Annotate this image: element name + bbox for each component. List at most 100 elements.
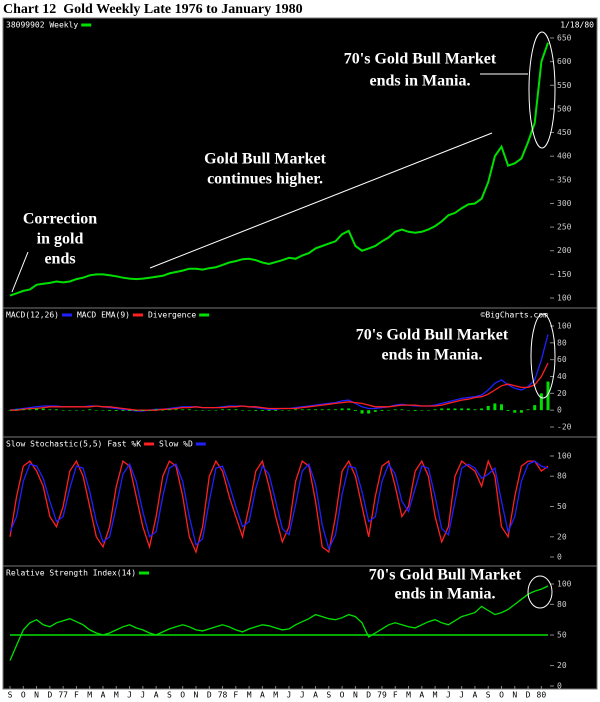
divergence-bar	[486, 405, 490, 411]
y-tick-label: 40	[557, 372, 567, 381]
x-tick-label: O	[21, 691, 26, 700]
divergence-bar	[400, 409, 404, 411]
x-tick-label: 79	[377, 691, 387, 700]
divergence-bar	[221, 409, 225, 411]
divergence-bar	[340, 408, 344, 411]
y-tick-label: -20	[557, 423, 572, 432]
x-tick-label: N	[512, 691, 517, 700]
annotation: Correction	[23, 211, 97, 228]
divergence-bar	[466, 408, 470, 411]
divergence-bar	[207, 410, 211, 411]
y-tick-label: 650	[557, 34, 572, 43]
x-tick-label: N	[353, 691, 358, 700]
divergence-bar	[254, 410, 258, 412]
x-tick-label: A	[473, 691, 478, 700]
series-line	[10, 362, 549, 411]
divergence-bar	[353, 410, 357, 412]
divergence-bar	[108, 410, 112, 412]
y-tick-label: 500	[557, 104, 572, 113]
divergence-bar	[41, 408, 45, 411]
divergence-bar	[28, 409, 32, 411]
x-tick-label: A	[101, 691, 106, 700]
divergence-bar	[201, 410, 205, 411]
divergence-bar	[234, 409, 238, 411]
divergence-bar	[433, 409, 437, 411]
x-tick-label: O	[340, 691, 345, 700]
divergence-bar	[141, 410, 145, 412]
divergence-bar	[519, 410, 523, 413]
y-tick-label: 20	[557, 389, 567, 398]
x-tick-label: J	[127, 691, 132, 700]
annotation-line	[11, 251, 29, 293]
y-tick-label: 80	[557, 472, 567, 481]
annotation-ellipse	[528, 31, 556, 149]
divergence-bar	[147, 410, 151, 411]
divergence-bar	[314, 409, 318, 411]
divergence-bar	[500, 404, 504, 411]
x-tick-label: S	[8, 691, 13, 700]
x-tick-label: M	[433, 691, 438, 700]
divergence-bar	[35, 408, 39, 411]
series-line	[9, 42, 549, 297]
annotation: ends in Mania.	[370, 73, 471, 90]
divergence-bar	[187, 409, 191, 411]
x-tick-label: O	[180, 691, 185, 700]
panel-background	[2, 565, 598, 690]
x-tick-label: D	[207, 691, 212, 700]
x-tick-label: M	[273, 691, 278, 700]
x-tick-label: D	[47, 691, 52, 700]
x-tick-label: D	[366, 691, 371, 700]
y-tick-label: 50	[557, 631, 567, 640]
divergence-bar	[94, 410, 98, 411]
divergence-bar	[387, 410, 391, 411]
y-tick-label: 200	[557, 246, 572, 255]
x-tick-label: 78	[218, 691, 228, 700]
divergence-bar	[327, 409, 331, 411]
divergence-bar	[280, 410, 284, 411]
y-tick-label: 0	[557, 406, 562, 415]
divergence-bar	[393, 409, 397, 411]
x-tick-label: 80	[537, 691, 547, 700]
divergence-bar	[460, 408, 464, 411]
annotation: in gold	[37, 231, 84, 248]
divergence-bar	[526, 409, 530, 411]
x-tick-label: F	[74, 691, 79, 700]
series-line	[9, 585, 549, 661]
x-tick-label: J	[300, 691, 305, 700]
x-tick-label: M	[87, 691, 92, 700]
x-tick-label: N	[34, 691, 39, 700]
y-tick-label: 100	[557, 322, 572, 331]
divergence-bar	[21, 409, 25, 411]
divergence-bar	[307, 409, 311, 411]
panel-background	[2, 17, 598, 309]
panel-title: Slow Stochastic(5,5)	[6, 440, 102, 449]
x-tick-label: S	[167, 691, 172, 700]
y-tick-label: 20	[557, 532, 567, 541]
legend-label: Divergence	[148, 311, 196, 320]
x-tick-label: M	[406, 691, 411, 700]
divergence-bar	[513, 410, 517, 413]
divergence-bar	[240, 410, 244, 411]
divergence-bar	[440, 408, 444, 411]
legend-label: Slow %D	[159, 440, 193, 449]
annotation: 70's Gold Bull Market	[369, 567, 522, 584]
divergence-bar	[167, 409, 171, 411]
annotation: ends	[44, 251, 75, 268]
divergence-bar	[506, 410, 510, 412]
divergence-bar	[407, 410, 411, 411]
divergence-bar	[446, 408, 450, 411]
divergence-bar	[373, 410, 377, 412]
divergence-bar	[247, 410, 251, 411]
divergence-bar	[174, 409, 178, 411]
divergence-bar	[227, 409, 231, 411]
divergence-bar	[380, 410, 384, 412]
divergence-bar	[453, 408, 457, 411]
y-tick-label: 400	[557, 152, 572, 161]
annotation: 70's Gold Bull Market	[356, 327, 509, 344]
divergence-bar	[300, 409, 304, 411]
chart-title: Chart 12 Gold Weekly Late 1976 to Januar…	[3, 2, 303, 17]
divergence-bar	[15, 409, 19, 411]
legend-label: Relative Strength Index(14)	[6, 569, 136, 578]
divergence-bar	[360, 410, 364, 414]
